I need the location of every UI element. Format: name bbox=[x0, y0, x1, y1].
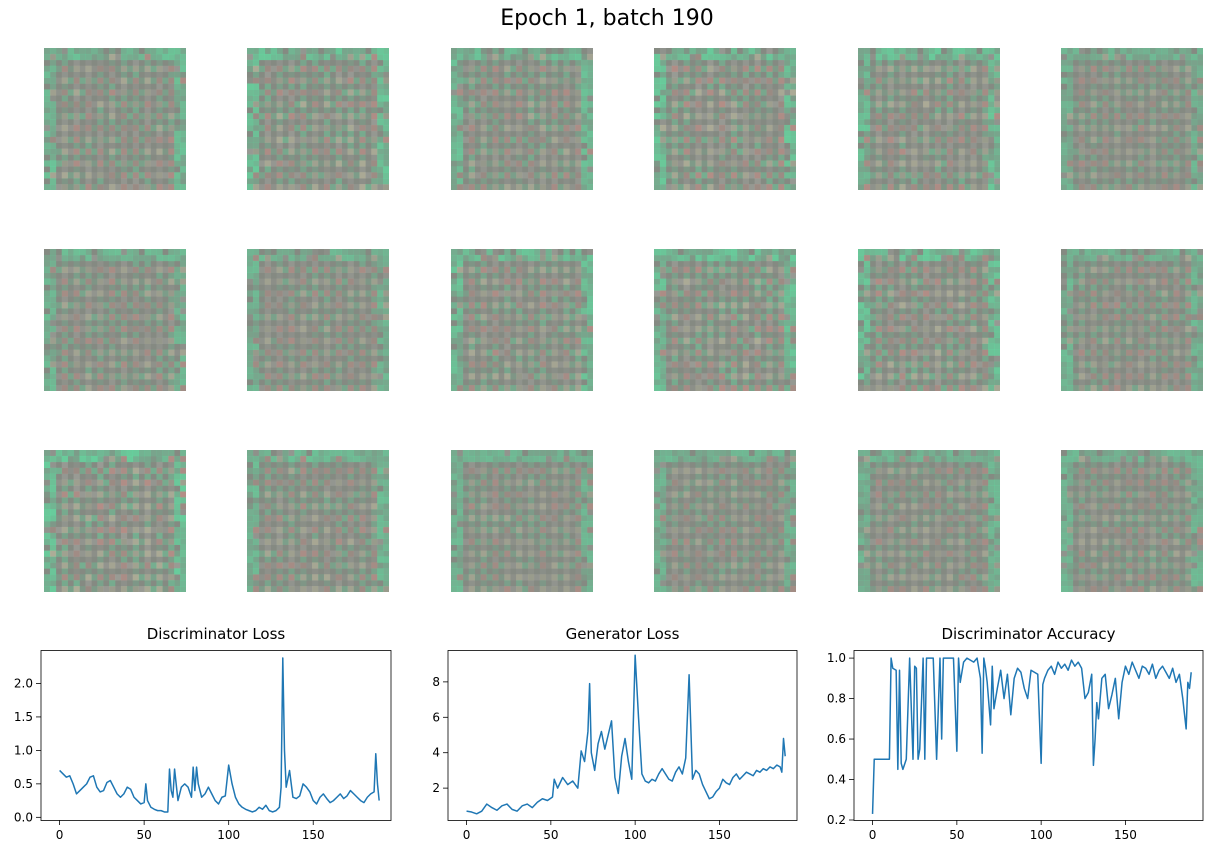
generated-sample-image bbox=[44, 450, 186, 592]
discriminator-loss-chart: 0 50 100 150 0.0 0.5 1.0 1.5 2.0 bbox=[14, 650, 392, 842]
generated-sample-image bbox=[451, 450, 593, 592]
generator-loss-chart: 0 50 100 150 2 4 6 8 bbox=[432, 650, 798, 842]
generated-sample-image bbox=[858, 249, 1000, 391]
y-tick-label: 1.5 bbox=[14, 710, 33, 724]
generated-sample-image bbox=[1061, 48, 1203, 190]
generated-sample-image bbox=[1061, 249, 1203, 391]
y-tick-label: 1.0 bbox=[14, 743, 33, 757]
series-line bbox=[59, 657, 380, 813]
y-tick-label: 0.5 bbox=[14, 777, 33, 791]
generated-sample-image bbox=[451, 48, 593, 190]
x-tick-label: 150 bbox=[1114, 828, 1137, 842]
x-tick-label: 50 bbox=[949, 828, 964, 842]
y-tick-label: 2.0 bbox=[14, 676, 33, 690]
x-tick-label: 150 bbox=[302, 828, 325, 842]
y-tick-label: 0.0 bbox=[14, 810, 33, 824]
generated-sample-image bbox=[654, 249, 796, 391]
chart-title: Discriminator Accuracy bbox=[941, 625, 1116, 643]
generated-sample-image bbox=[858, 450, 1000, 592]
x-tick-label: 50 bbox=[136, 828, 151, 842]
y-tick-label: 0.4 bbox=[827, 773, 846, 787]
series-line bbox=[871, 657, 1192, 814]
generated-sample-image bbox=[451, 249, 593, 391]
x-tick-label: 150 bbox=[708, 828, 731, 842]
generated-sample-image bbox=[247, 48, 389, 190]
generated-sample-image bbox=[247, 249, 389, 391]
discriminator-accuracy-chart: 0 50 100 150 0.2 0.4 0.6 0.8 1.0 bbox=[827, 650, 1204, 842]
figure-title: Epoch 1, batch 190 bbox=[500, 6, 714, 31]
series-line bbox=[466, 654, 786, 815]
x-tick-label: 100 bbox=[217, 828, 240, 842]
axes-frame bbox=[447, 650, 798, 821]
y-tick-label: 0.2 bbox=[827, 813, 846, 827]
axes-frame bbox=[40, 650, 392, 821]
x-tick-label: 100 bbox=[1030, 828, 1053, 842]
x-tick-label: 0 bbox=[463, 828, 471, 842]
y-tick-label: 8 bbox=[432, 675, 440, 689]
generated-sample-image bbox=[247, 450, 389, 592]
y-tick-label: 4 bbox=[432, 746, 440, 760]
x-tick-label: 100 bbox=[624, 828, 647, 842]
y-tick-label: 0.8 bbox=[827, 692, 846, 706]
y-tick-label: 1.0 bbox=[827, 651, 846, 665]
x-tick-label: 0 bbox=[869, 828, 877, 842]
generated-sample-image bbox=[1061, 450, 1203, 592]
chart-title: Generator Loss bbox=[565, 625, 680, 643]
axes-frame bbox=[853, 650, 1204, 821]
generated-sample-image bbox=[44, 249, 186, 391]
x-tick-label: 0 bbox=[56, 828, 64, 842]
y-tick-label: 2 bbox=[432, 781, 440, 795]
generated-sample-image bbox=[44, 48, 186, 190]
generated-sample-image bbox=[654, 48, 796, 190]
x-tick-label: 50 bbox=[543, 828, 558, 842]
y-tick-label: 6 bbox=[432, 710, 440, 724]
generated-sample-image bbox=[654, 450, 796, 592]
y-tick-label: 0.6 bbox=[827, 732, 846, 746]
generated-sample-image bbox=[858, 48, 1000, 190]
chart-title: Discriminator Loss bbox=[146, 625, 286, 643]
